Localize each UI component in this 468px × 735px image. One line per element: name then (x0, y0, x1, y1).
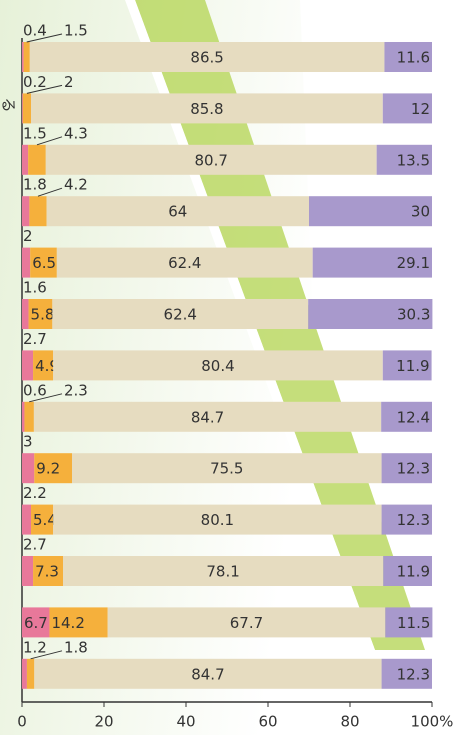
x-tick-label: 80 (340, 713, 359, 731)
value-label: 1.8 (64, 638, 88, 656)
value-label: 2 (64, 73, 74, 91)
value-label: 30 (411, 203, 430, 221)
bar-segment (28, 145, 46, 175)
x-tick-label: 100% (411, 713, 454, 731)
value-label: 12 (411, 100, 430, 118)
bar-segment (22, 350, 33, 380)
value-label: 1.6 (23, 279, 47, 297)
bar-segment (22, 299, 29, 329)
value-label: 80.1 (201, 511, 234, 529)
value-label: 67.7 (230, 614, 263, 632)
bar-segment (22, 93, 23, 123)
value-label: 3 (23, 433, 33, 451)
bar-segment (22, 196, 29, 226)
bar-segment (23, 93, 31, 123)
value-label: 0.2 (23, 73, 47, 91)
value-label: 85.8 (190, 100, 223, 118)
value-label: 14.2 (51, 614, 84, 632)
value-label: 11.9 (397, 563, 430, 581)
value-label: 12.3 (397, 460, 430, 478)
value-label: 2.3 (64, 381, 88, 399)
value-label: 0.4 (23, 22, 47, 40)
value-label: 11.9 (396, 357, 429, 375)
value-label: 64 (168, 203, 187, 221)
value-label: 84.7 (191, 408, 224, 426)
value-label: 75.5 (210, 460, 243, 478)
annotation: る (0, 97, 18, 112)
value-label: 4.3 (64, 124, 88, 142)
value-label: 5.8 (31, 306, 55, 324)
value-label: 2 (23, 227, 33, 245)
bar-segment (22, 505, 31, 535)
value-label: 1.2 (23, 638, 47, 656)
value-label: 62.4 (164, 306, 197, 324)
value-label: 1.8 (23, 176, 47, 194)
value-label: 7.3 (35, 563, 59, 581)
value-label: 78.1 (206, 563, 239, 581)
bar-segment (22, 556, 33, 586)
value-label: 80.4 (201, 357, 234, 375)
x-tick-label: 20 (94, 713, 113, 731)
value-label: 11.6 (397, 49, 430, 67)
value-label: 86.5 (190, 49, 223, 67)
x-tick-label: 40 (176, 713, 195, 731)
value-label: 9.2 (36, 460, 60, 478)
value-label: 2.2 (23, 484, 47, 502)
value-label: 13.5 (397, 151, 430, 169)
value-label: 1.5 (23, 124, 47, 142)
x-tick-label: 0 (17, 713, 27, 731)
value-label: 12.4 (397, 408, 430, 426)
value-label: 30.3 (397, 306, 430, 324)
chart: る 0 20 40 60 80 100% 0.4 1.5 86.5 11.6 0.2 2 85.8 12 1… (0, 0, 468, 735)
bar-segment (24, 402, 33, 432)
value-label: 12.3 (397, 665, 430, 683)
value-label: 62.4 (168, 254, 201, 272)
x-tick-label: 60 (258, 713, 277, 731)
value-label: 29.1 (397, 254, 430, 272)
bar-segment (24, 42, 30, 72)
page: {"chart_data": {"type": "stacked-bar-hor… (0, 0, 468, 735)
bar-segment (22, 42, 24, 72)
value-label: 84.7 (191, 665, 224, 683)
bar-segment (22, 248, 30, 278)
bar-segment (27, 659, 34, 689)
value-label: 11.5 (397, 614, 430, 632)
value-label: 0.6 (23, 381, 47, 399)
value-label: 4.2 (64, 176, 88, 194)
bar-segment (22, 402, 24, 432)
value-label: 1.5 (64, 22, 88, 40)
value-label: 6.7 (24, 614, 48, 632)
bar-segment (22, 145, 28, 175)
value-label: 2.7 (23, 330, 47, 348)
value-label: 12.3 (397, 511, 430, 529)
bar-segment (29, 196, 46, 226)
bar-segment (22, 659, 27, 689)
value-label: 2.7 (23, 536, 47, 554)
bar-segment (22, 453, 34, 483)
value-label: 80.7 (195, 151, 228, 169)
value-label: 6.5 (32, 254, 56, 272)
